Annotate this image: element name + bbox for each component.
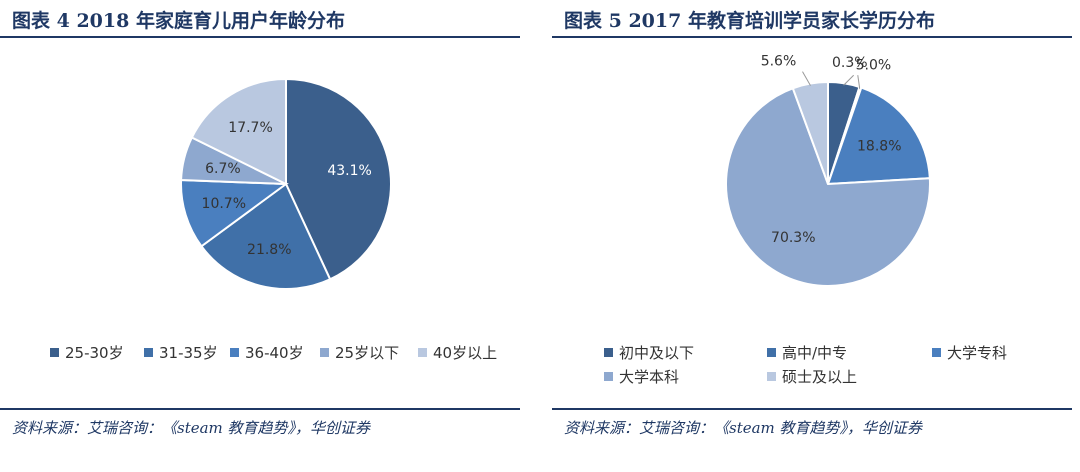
legend-label: 36-40岁 (245, 344, 304, 362)
legend-item: 25-30岁 (50, 342, 124, 363)
source-rule (0, 408, 520, 410)
pie-slice (826, 86, 931, 186)
legend-swatch (320, 348, 329, 357)
chart-title: 图表 5 2017 年教育培训学员家长学历分布 (564, 10, 935, 32)
data-label: 43.1% (327, 163, 371, 179)
legend-item: 25岁以下 (320, 342, 399, 363)
legend-swatch (767, 372, 776, 381)
legend-item: 36-40岁 (230, 342, 304, 363)
legend-label: 31-35岁 (159, 344, 218, 362)
source-rule (552, 408, 1072, 410)
source-note: 资料来源：艾瑞咨询：《steam 教育趋势》，华创证券 (12, 419, 371, 437)
pie-chart-age: 43.1% 21.8% 10.7% 6.7% 17.7% (180, 77, 392, 290)
legend-item: 40岁以上 (418, 342, 497, 363)
legend-label: 40岁以上 (433, 344, 498, 362)
legend-swatch (50, 348, 59, 357)
legend-swatch (144, 348, 153, 357)
legend-label: 硕士及以上 (782, 368, 858, 386)
leader-line (802, 71, 811, 86)
legend-label: 25岁以下 (335, 344, 400, 362)
pie-slice (180, 179, 289, 248)
legend-item: 初中及以下 (604, 342, 694, 363)
chart-panel-age: 图表 4 2018 年家庭育儿用户年龄分布 43.1% 21.8% 10.7% 6.7… (0, 0, 528, 472)
chart-panel-education: 图表 5 2017 年教育培训学员家长学历分布 5.0% 0.3% 18.8% 70.… (552, 0, 1080, 472)
legend-label: 大学专科 (947, 344, 1008, 362)
legend-item: 硕士及以上 (767, 366, 857, 387)
source-note: 资料来源：艾瑞咨询：《steam 教育趋势》，华创证券 (564, 419, 923, 437)
legend-swatch (604, 372, 613, 381)
data-label: 5.0% (856, 57, 892, 73)
data-label: 17.7% (228, 120, 272, 136)
pie-slice (200, 182, 332, 290)
data-label: 18.8% (857, 138, 901, 154)
title-rule (0, 36, 520, 38)
pie-slice (285, 77, 392, 281)
data-label: 6.7% (205, 161, 241, 177)
pie-slice (725, 86, 931, 287)
data-label: 10.7% (202, 196, 246, 212)
legend-swatch (932, 348, 941, 357)
legend-swatch (767, 348, 776, 357)
legend-label: 大学本科 (619, 368, 680, 386)
pie-slice (190, 77, 287, 186)
legend-swatch (604, 348, 613, 357)
legend-item: 大学本科 (604, 366, 679, 387)
legend-item: 31-35岁 (144, 342, 218, 363)
leader-line (843, 74, 854, 86)
legend-label: 初中及以下 (619, 344, 695, 362)
data-label: 70.3% (771, 230, 815, 246)
pie-slice (791, 80, 829, 185)
data-label: 0.3% (832, 55, 868, 71)
legend-item: 大学专科 (932, 342, 1007, 363)
data-label: 21.8% (247, 242, 291, 258)
legend-label: 高中/中专 (782, 344, 848, 362)
leader-line (857, 75, 861, 90)
data-label: 5.6% (761, 54, 797, 70)
pie-chart-education: 5.0%0.3% 18.8% 70.3% 5.6% (725, 54, 931, 287)
title-rule (552, 36, 1072, 38)
chart-title: 图表 4 2018 年家庭育儿用户年龄分布 (12, 10, 345, 32)
legend-swatch (230, 348, 239, 357)
legend-swatch (418, 348, 427, 357)
legend-item: 高中/中专 (767, 342, 847, 363)
legend-label: 25-30岁 (65, 344, 124, 362)
